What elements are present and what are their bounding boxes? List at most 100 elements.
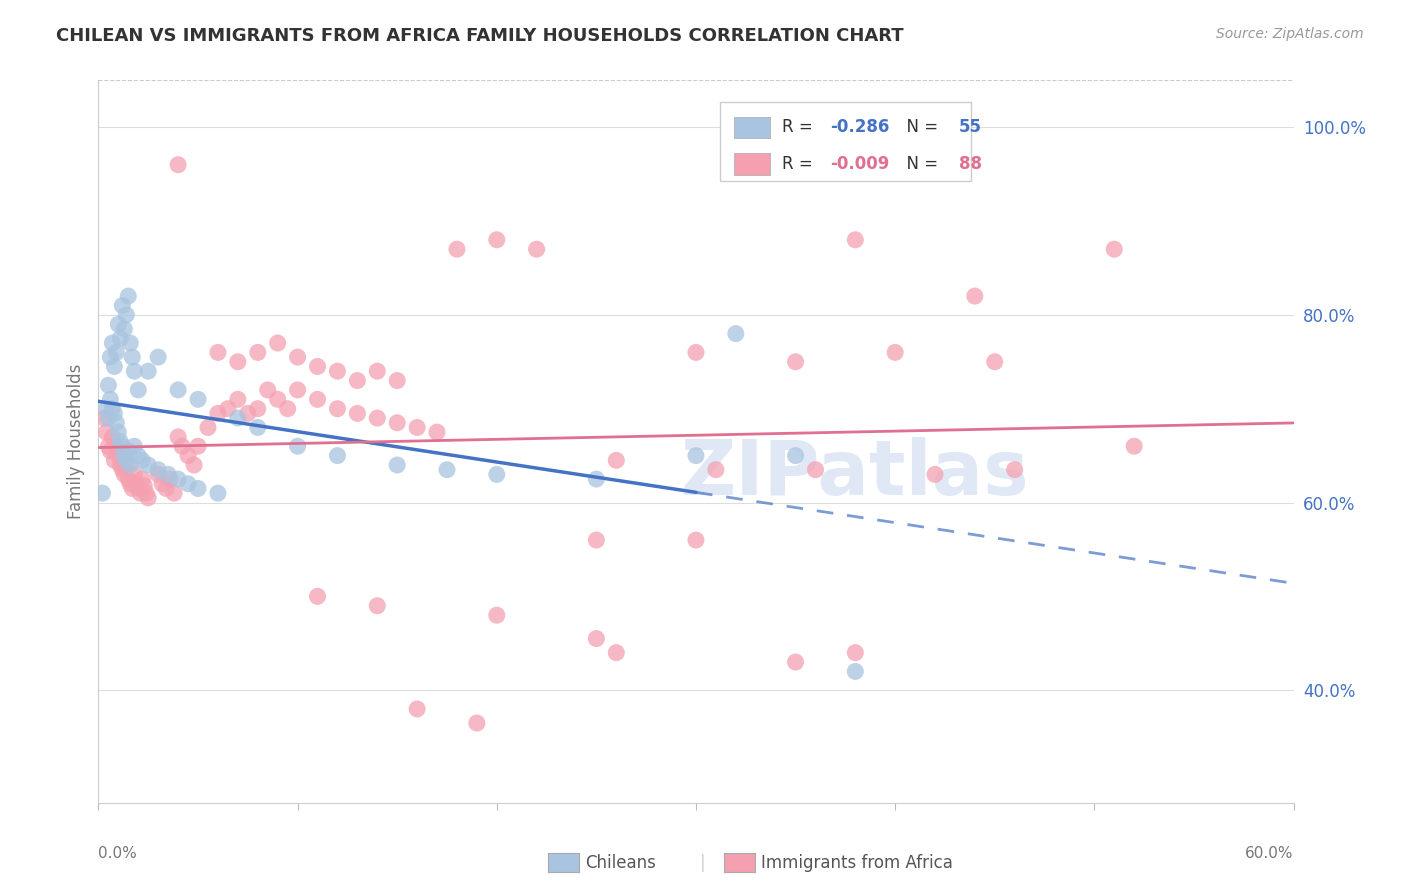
Point	[385, 458, 409, 472]
Point	[115, 458, 138, 472]
Point	[159, 472, 181, 486]
Y-axis label: Family Households: Family Households	[66, 364, 84, 519]
Point	[436, 463, 458, 477]
Point	[585, 632, 607, 646]
Point	[163, 486, 186, 500]
Point	[605, 453, 627, 467]
Point	[844, 665, 866, 679]
Point	[148, 463, 170, 477]
Point	[924, 467, 946, 482]
Point	[246, 401, 269, 416]
Point	[129, 486, 152, 500]
Point	[111, 298, 134, 312]
Point	[124, 439, 146, 453]
Point	[226, 392, 249, 407]
Point	[426, 425, 449, 439]
Point	[844, 233, 866, 247]
Point	[121, 482, 143, 496]
Point	[485, 608, 508, 623]
Point	[1004, 463, 1026, 477]
Point	[585, 472, 607, 486]
Point	[115, 453, 138, 467]
Point	[112, 467, 135, 482]
Point	[98, 350, 122, 364]
Point	[105, 416, 128, 430]
Point	[685, 533, 707, 547]
Point	[96, 425, 118, 439]
Point	[183, 458, 205, 472]
Point	[117, 289, 139, 303]
Point	[107, 318, 129, 332]
Text: 0.0%: 0.0%	[98, 847, 138, 861]
Point	[177, 449, 200, 463]
Point	[97, 411, 120, 425]
Point	[103, 406, 125, 420]
Point	[785, 655, 807, 669]
Point	[287, 350, 309, 364]
Point	[366, 364, 388, 378]
Point	[366, 411, 388, 425]
Point	[1104, 242, 1126, 256]
Point	[110, 434, 132, 449]
Point	[121, 350, 143, 364]
Point	[446, 242, 468, 256]
Point	[98, 392, 122, 407]
Point	[98, 444, 122, 458]
Point	[107, 425, 129, 439]
Point	[844, 646, 866, 660]
Text: ZIPatlas: ZIPatlas	[681, 437, 1029, 511]
Point	[326, 401, 349, 416]
Point	[112, 449, 135, 463]
Point	[167, 430, 190, 444]
Point	[120, 458, 142, 472]
Point	[307, 590, 329, 604]
Point	[246, 420, 269, 434]
FancyBboxPatch shape	[734, 117, 770, 138]
Text: N =: N =	[896, 155, 943, 173]
Point	[605, 646, 627, 660]
Point	[167, 383, 190, 397]
Point	[105, 345, 128, 359]
Text: -0.009: -0.009	[830, 155, 889, 173]
Point	[111, 463, 134, 477]
Point	[326, 364, 349, 378]
Point	[120, 476, 142, 491]
Point	[226, 411, 249, 425]
Point	[157, 467, 180, 482]
Point	[406, 702, 429, 716]
Point	[136, 458, 159, 472]
Point	[111, 439, 134, 453]
Point	[406, 420, 429, 434]
Point	[101, 336, 124, 351]
Point	[135, 486, 157, 500]
Point	[136, 491, 159, 505]
Text: N =: N =	[896, 119, 943, 136]
Point	[326, 449, 349, 463]
Point	[177, 476, 200, 491]
Point	[287, 439, 309, 453]
Point	[785, 355, 807, 369]
Text: Source: ZipAtlas.com: Source: ZipAtlas.com	[1216, 27, 1364, 41]
Point	[110, 331, 132, 345]
Point	[207, 486, 229, 500]
Point	[101, 401, 124, 416]
Text: R =: R =	[782, 155, 818, 173]
Point	[197, 420, 219, 434]
Point	[127, 449, 149, 463]
Point	[167, 472, 190, 486]
Point	[117, 444, 139, 458]
Point	[246, 345, 269, 359]
Point	[131, 472, 153, 486]
Point	[307, 392, 329, 407]
Point	[117, 472, 139, 486]
Point	[155, 482, 177, 496]
Point	[704, 463, 727, 477]
Point	[110, 458, 132, 472]
Point	[207, 406, 229, 420]
Point	[148, 467, 170, 482]
Point	[346, 406, 368, 420]
Point	[585, 533, 607, 547]
Point	[267, 392, 290, 407]
Point	[685, 345, 707, 359]
Point	[93, 411, 115, 425]
